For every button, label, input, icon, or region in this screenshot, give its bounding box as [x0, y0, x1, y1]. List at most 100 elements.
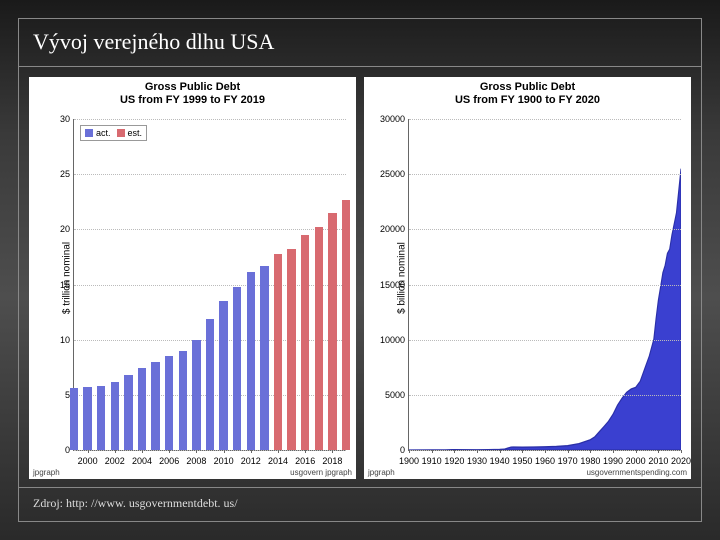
xtick-mark [522, 450, 523, 453]
chart-right-watermark-left: jpgraph [368, 468, 395, 477]
xtick-label: 1930 [467, 456, 487, 466]
xtick-mark [88, 450, 89, 453]
xtick-label: 2012 [241, 456, 261, 466]
xtick-label: 1960 [535, 456, 555, 466]
gridline [409, 119, 681, 120]
bar-2001 [97, 386, 105, 450]
bar-2007 [179, 351, 187, 450]
bar-2002 [111, 382, 119, 450]
chart-left-watermark-left: jpgraph [33, 468, 60, 477]
ytick-label: 15000 [379, 280, 405, 290]
xtick-label: 2018 [322, 456, 342, 466]
gridline [409, 395, 681, 396]
xtick-mark [409, 450, 410, 453]
bar-2003 [124, 375, 132, 450]
ytick-label: 5000 [379, 390, 405, 400]
bar-2018 [328, 213, 336, 450]
gridline [409, 285, 681, 286]
xtick-mark [142, 450, 143, 453]
xtick-label: 1900 [399, 456, 419, 466]
legend-swatch-act [85, 129, 93, 137]
chart-right-panel: Gross Public Debt US from FY 1900 to FY … [364, 77, 691, 479]
chart-left-plot: act. est. 051015202530200020022004200620… [73, 119, 346, 451]
chart-left-watermark-right: usgovern jpgraph [290, 468, 352, 477]
xtick-mark [224, 450, 225, 453]
xtick-label: 2010 [214, 456, 234, 466]
bar-2019 [342, 200, 350, 450]
xtick-mark [454, 450, 455, 453]
xtick-label: 1970 [558, 456, 578, 466]
xtick-mark [658, 450, 659, 453]
ytick-label: 20000 [379, 224, 405, 234]
bar-2011 [233, 287, 241, 450]
bar-2009 [206, 319, 214, 450]
xtick-label: 2000 [626, 456, 646, 466]
xtick-label: 2020 [671, 456, 691, 466]
xtick-mark [432, 450, 433, 453]
chart-left-ylabel: $ trillion nominal [62, 242, 73, 314]
chart-left-title: Gross Public Debt US from FY 1999 to FY … [29, 81, 356, 107]
slide-title-text: Vývoj verejného dlhu USA [33, 29, 274, 54]
xtick-mark [613, 450, 614, 453]
ytick-label: 30000 [379, 114, 405, 124]
slide-title: Vývoj verejného dlhu USA [19, 19, 701, 67]
bar-2017 [315, 227, 323, 450]
legend-swatch-est [117, 129, 125, 137]
bar-2000 [83, 387, 91, 450]
xtick-mark [545, 450, 546, 453]
legend-label-est: est. [128, 128, 143, 138]
gridline [409, 229, 681, 230]
gridline [409, 174, 681, 175]
xtick-mark [305, 450, 306, 453]
xtick-label: 2002 [105, 456, 125, 466]
xtick-mark [169, 450, 170, 453]
bar-2014 [274, 254, 282, 450]
area-path [409, 169, 681, 450]
xtick-label: 1910 [422, 456, 442, 466]
chart-right-plot: 0500010000150002000025000300001900191019… [408, 119, 681, 451]
source-text: Zdroj: http: //www. usgovernmentdebt. us… [33, 496, 238, 510]
legend-label-act: act. [96, 128, 111, 138]
chart-left-legend: act. est. [80, 125, 147, 141]
ytick-label: 15 [44, 280, 70, 290]
xtick-label: 1980 [580, 456, 600, 466]
chart-right-title: Gross Public Debt US from FY 1900 to FY … [364, 81, 691, 107]
ytick-label: 0 [44, 445, 70, 455]
gridline [74, 119, 346, 120]
bar-2015 [287, 249, 295, 450]
ytick-label: 5 [44, 390, 70, 400]
xtick-mark [278, 450, 279, 453]
ytick-label: 30 [44, 114, 70, 124]
xtick-label: 1950 [512, 456, 532, 466]
xtick-mark [681, 450, 682, 453]
xtick-label: 2014 [268, 456, 288, 466]
xtick-mark [500, 450, 501, 453]
gridline [74, 174, 346, 175]
xtick-mark [590, 450, 591, 453]
charts-row: Gross Public Debt US from FY 1999 to FY … [29, 77, 691, 479]
chart-right-watermark-right: usgovernmentspending.com [586, 468, 687, 477]
chart-left-panel: Gross Public Debt US from FY 1999 to FY … [29, 77, 356, 479]
ytick-label: 25000 [379, 169, 405, 179]
bar-2010 [219, 301, 227, 450]
xtick-label: 2000 [78, 456, 98, 466]
ytick-label: 25 [44, 169, 70, 179]
xtick-label: 2010 [648, 456, 668, 466]
bar-2006 [165, 356, 173, 450]
xtick-mark [477, 450, 478, 453]
bar-2012 [247, 272, 255, 450]
xtick-label: 2006 [159, 456, 179, 466]
bar-2016 [301, 235, 309, 450]
legend-item-act: act. [85, 128, 111, 138]
bar-1999 [70, 388, 78, 450]
xtick-label: 2008 [186, 456, 206, 466]
xtick-mark [568, 450, 569, 453]
xtick-mark [636, 450, 637, 453]
xtick-label: 2016 [295, 456, 315, 466]
legend-item-est: est. [117, 128, 143, 138]
ytick-label: 20 [44, 224, 70, 234]
ytick-label: 10 [44, 335, 70, 345]
source-bar: Zdroj: http: //www. usgovernmentdebt. us… [19, 487, 701, 521]
xtick-label: 1920 [444, 456, 464, 466]
bar-2004 [138, 368, 146, 450]
